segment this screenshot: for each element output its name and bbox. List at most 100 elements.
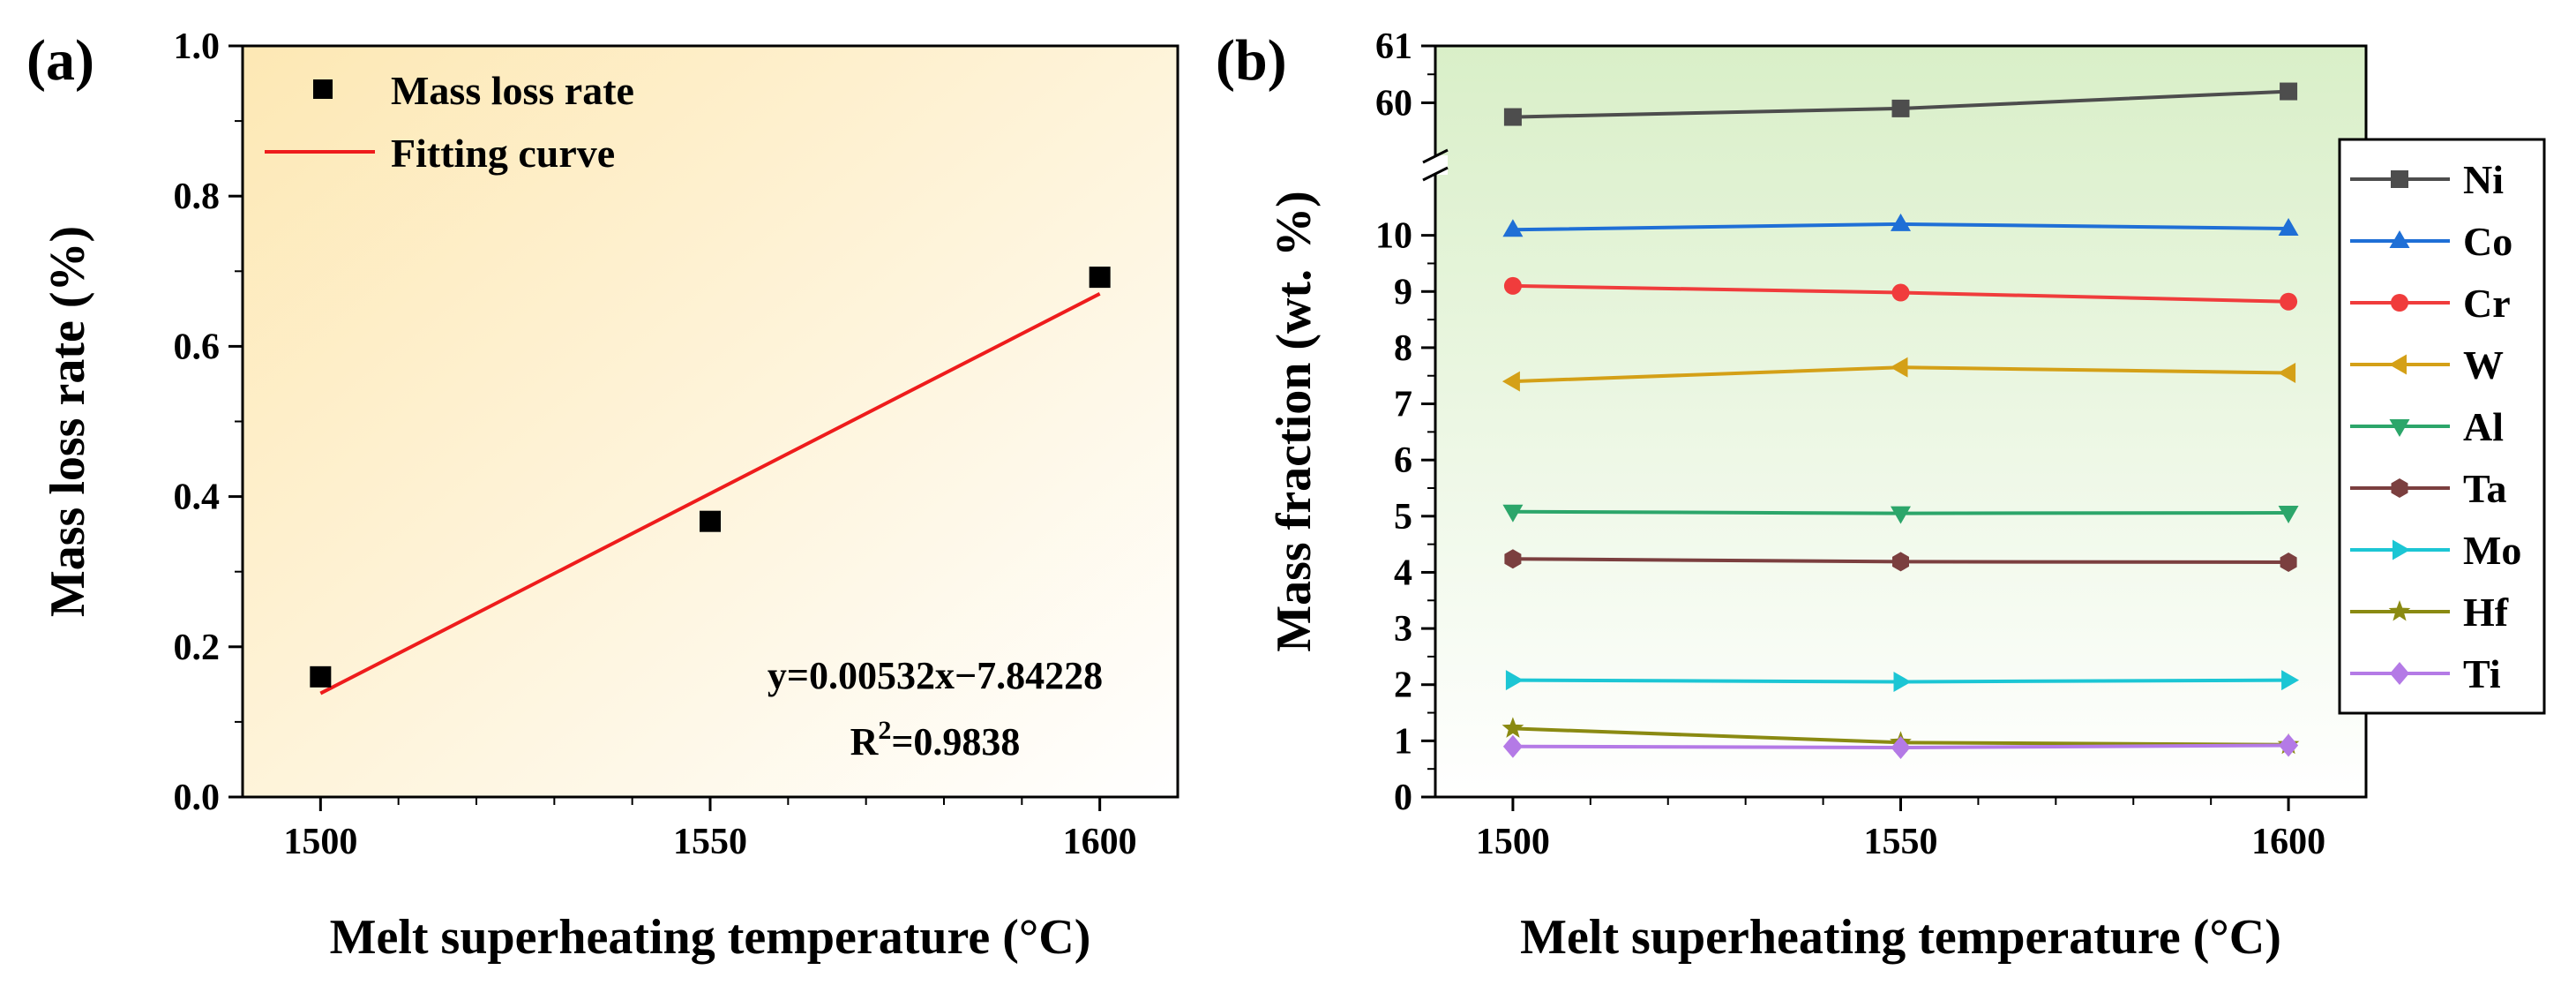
data-point-w xyxy=(1890,357,1908,378)
legend-label-cr: Cr xyxy=(2463,281,2511,326)
axis-break-line xyxy=(1422,148,1449,164)
y-tick-label-b: 60 xyxy=(1375,83,1412,124)
y-axis-label-b: Mass fraction (wt. %) xyxy=(1267,191,1322,652)
y-tick-label-a: 1.0 xyxy=(174,26,221,67)
x-tick-label-b: 1550 xyxy=(1864,822,1938,862)
x-tick-label-a: 1600 xyxy=(1063,822,1137,862)
data-point-cr xyxy=(1891,283,1910,302)
data-point-al xyxy=(1502,504,1524,523)
data-point-a xyxy=(310,665,332,688)
data-point-ta xyxy=(1892,552,1909,572)
data-point-hf xyxy=(1501,717,1524,738)
legend-label-al: Al xyxy=(2463,404,2504,449)
x-tick-label-a: 1550 xyxy=(673,822,747,862)
series-ta xyxy=(1504,549,2297,572)
plot-area-b xyxy=(1435,46,2366,797)
y-tick-label-a: 0.6 xyxy=(174,327,221,367)
axis-break-gap xyxy=(1423,155,1448,175)
series-al xyxy=(1502,504,2299,524)
y-tick-label-b: 7 xyxy=(1394,385,1412,425)
legend-label-ti: Ti xyxy=(2463,651,2501,696)
legend-marker-mass-loss xyxy=(313,79,333,99)
y-tick-label-b: 5 xyxy=(1394,497,1412,538)
panel-label-a: (a) xyxy=(26,28,94,93)
chart-b: 0 1 2 3 4 5 6 7 8 9 10 60 61 1500 1550 1600 (b) Mass fr… xyxy=(1216,26,2546,965)
y-tick-label-b: 8 xyxy=(1394,328,1412,369)
series-ti xyxy=(1502,733,2299,759)
panel-label-b: (b) xyxy=(1216,28,1287,93)
series-ni xyxy=(1503,82,2298,126)
legend-label-mo: Mo xyxy=(2463,528,2521,573)
y-tick-label-a: 0.2 xyxy=(174,628,221,668)
y-tick-label-b: 4 xyxy=(1394,553,1412,593)
series-mo xyxy=(1505,670,2300,693)
data-point-co xyxy=(1891,213,1911,231)
data-point-al xyxy=(1891,506,1911,524)
data-point-a xyxy=(700,510,721,532)
r-squared-sup: 2 xyxy=(878,716,891,745)
data-point-ta xyxy=(2280,553,2297,572)
legend-label-ni: Ni xyxy=(2463,157,2504,202)
legend-marker-al xyxy=(2389,419,2410,437)
data-point-al xyxy=(2278,506,2299,523)
data-point-a xyxy=(1089,267,1111,289)
data-point-ni xyxy=(2280,82,2298,101)
y-tick-label-a: 0.4 xyxy=(174,477,221,518)
legend-marker-ti xyxy=(2390,662,2409,685)
data-point-w xyxy=(1501,371,1520,392)
axis-break-mark xyxy=(1422,148,1449,182)
x-tick-label-b: 1500 xyxy=(1476,822,1550,862)
series-w xyxy=(1501,357,2296,392)
legend-label-ta: Ta xyxy=(2463,466,2506,511)
legend-label-hf: Hf xyxy=(2463,590,2509,635)
legend-marker-hf xyxy=(2388,600,2411,621)
data-point-ti xyxy=(1891,736,1911,759)
legend-b: Ni Co Cr W Al Ta Mo Hf Ti xyxy=(2338,138,2546,715)
y-tick-label-b: 1 xyxy=(1394,721,1412,762)
r-squared-prefix: R xyxy=(850,720,880,763)
legend-marker-w xyxy=(2389,354,2407,375)
data-point-mo xyxy=(1505,670,1524,691)
legend-label-co: Co xyxy=(2463,219,2512,264)
legend-marker-mo xyxy=(2393,539,2410,560)
plot-area-a xyxy=(243,46,1178,797)
legend-label-w: W xyxy=(2463,342,2504,387)
data-point-ti xyxy=(1502,734,1523,758)
y-tick-label-b: 6 xyxy=(1394,440,1412,481)
axis-break-line xyxy=(1422,166,1449,182)
data-point-ti xyxy=(2279,733,2299,757)
y-tick-label-b: 10 xyxy=(1375,216,1412,257)
data-point-mo xyxy=(1893,672,1912,693)
y-tick-label-b: 2 xyxy=(1394,665,1412,706)
legend-marker-co xyxy=(2389,230,2410,248)
y-tick-label-a: 0.0 xyxy=(174,778,221,818)
y-tick-label-b: 0 xyxy=(1394,778,1412,818)
data-point-mo xyxy=(2281,670,2300,691)
legend-marker-ni xyxy=(2391,170,2408,188)
legend-label-fitting: Fitting curve xyxy=(391,131,615,176)
legend-a: Mass loss rate Fitting curve xyxy=(265,68,634,176)
r-squared: R2=0.9838 xyxy=(850,716,1021,763)
series-cr xyxy=(1503,276,2298,311)
data-point-cr xyxy=(2280,292,2298,311)
y-axis-label-a: Mass loss rate (%) xyxy=(41,226,95,617)
legend-label-mass-loss: Mass loss rate xyxy=(391,68,634,113)
data-point-co xyxy=(2278,218,2299,236)
data-point-ni xyxy=(1503,108,1522,126)
y-tick-label-b: 3 xyxy=(1394,609,1412,650)
legend-marker-ta xyxy=(2391,478,2408,498)
data-point-cr xyxy=(1503,276,1522,295)
data-point-w xyxy=(2278,363,2296,384)
data-point-co xyxy=(1502,219,1524,237)
data-point-ni xyxy=(1891,99,1910,117)
r-squared-value: =0.9838 xyxy=(891,720,1020,763)
x-axis-label-a: Melt superheating temperature (°C) xyxy=(330,910,1091,965)
fit-line xyxy=(319,292,1101,696)
y-tick-label-b: 61 xyxy=(1375,26,1412,67)
y-tick-label-a: 0.8 xyxy=(174,177,221,217)
x-tick-label-a: 1500 xyxy=(283,822,357,862)
y-tick-label-b: 9 xyxy=(1394,272,1412,312)
x-tick-label-b: 1600 xyxy=(2251,822,2325,862)
series-co xyxy=(1502,213,2299,237)
